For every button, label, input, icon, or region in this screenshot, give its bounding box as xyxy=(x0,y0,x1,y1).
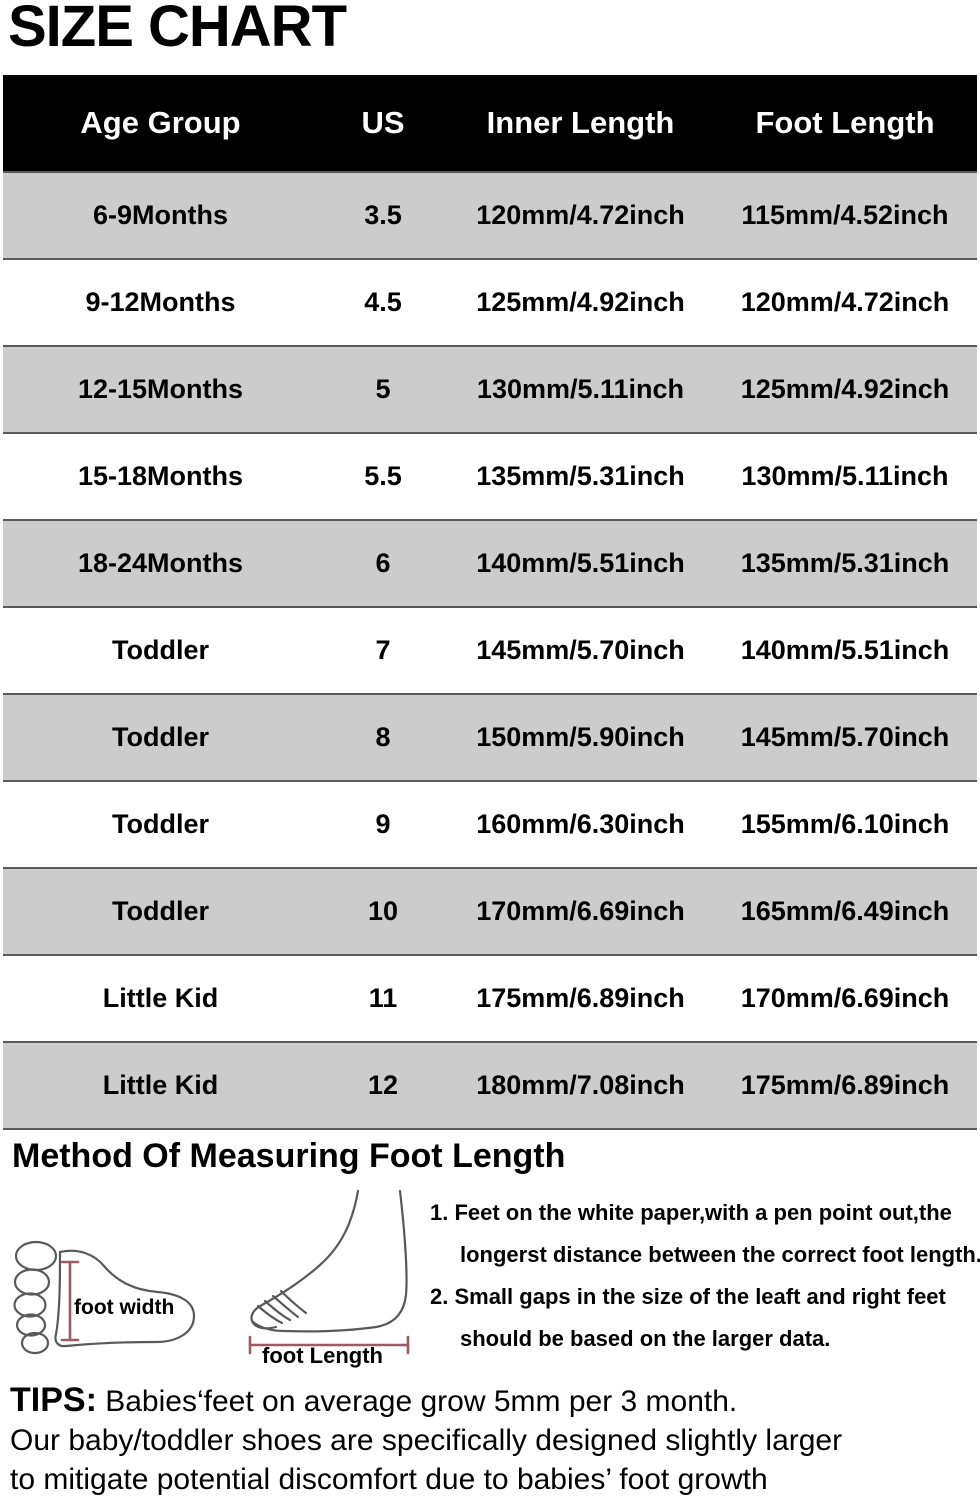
cell-us: 6 xyxy=(318,519,448,608)
tips-line-1: TIPS: Babies‘feet on average grow 5mm pe… xyxy=(10,1381,970,1421)
foot-top-view-diagram xyxy=(13,1240,196,1355)
foot-length-caption: foot Length xyxy=(262,1343,383,1368)
column-header-age-group: Age Group xyxy=(3,75,318,172)
cell-foot-length: 140mm/5.51inch xyxy=(713,606,977,695)
cell-foot-length: 155mm/6.10inch xyxy=(713,780,977,869)
table-row: 15-18Months 5.5 135mm/5.31inch 130mm/5.11in… xyxy=(3,432,977,521)
cell-age-group: Little Kid xyxy=(3,1041,318,1130)
cell-age-group: Toddler xyxy=(3,693,318,782)
instruction-line-1-cont: longerst distance between the correct fo… xyxy=(460,1242,980,1267)
cell-us: 7 xyxy=(318,606,448,695)
tips-label: TIPS: xyxy=(10,1381,97,1419)
table-header-row: Age Group US Inner Length Foot Length xyxy=(3,75,977,172)
cell-us: 10 xyxy=(318,867,448,956)
cell-age-group: 6-9Months xyxy=(3,171,318,260)
cell-inner-length: 125mm/4.92inch xyxy=(448,258,713,347)
cell-age-group: 18-24Months xyxy=(3,519,318,608)
method-heading: Method Of Measuring Foot Length xyxy=(12,1137,566,1175)
cell-us: 3.5 xyxy=(318,171,448,260)
tips-line-2: Our baby/toddler shoes are specifically … xyxy=(10,1424,843,1457)
foot-width-measure-line xyxy=(60,1260,80,1342)
cell-us: 8 xyxy=(318,693,448,782)
column-header-us: US xyxy=(318,75,448,172)
cell-age-group: 9-12Months xyxy=(3,258,318,347)
cell-inner-length: 145mm/5.70inch xyxy=(448,606,713,695)
table-row: Toddler 7 145mm/5.70inch 140mm/5.51inch xyxy=(3,606,977,695)
table-row: Toddler 9 160mm/6.30inch 155mm/6.10inch xyxy=(3,780,977,869)
cell-inner-length: 130mm/5.11inch xyxy=(448,345,713,434)
column-header-foot-length: Foot Length xyxy=(713,75,977,172)
foot-width-caption: foot width xyxy=(74,1296,175,1319)
cell-age-group: Toddler xyxy=(3,606,318,695)
table-row: 12-15Months 5 130mm/5.11inch 125mm/4.92inch xyxy=(3,345,977,434)
cell-age-group: 15-18Months xyxy=(3,432,318,521)
cell-inner-length: 180mm/7.08inch xyxy=(448,1041,713,1130)
instruction-line-2-cont: should be based on the larger data. xyxy=(460,1326,831,1351)
cell-inner-length: 120mm/4.72inch xyxy=(448,171,713,260)
cell-inner-length: 170mm/6.69inch xyxy=(448,867,713,956)
instruction-line-2: 2. Small gaps in the size of the leaft a… xyxy=(430,1284,946,1309)
cell-inner-length: 150mm/5.90inch xyxy=(448,693,713,782)
table-row: Toddler 10 170mm/6.69inch 165mm/6.49inch xyxy=(3,867,977,956)
cell-age-group: Little Kid xyxy=(3,954,318,1043)
cell-foot-length: 145mm/5.70inch xyxy=(713,693,977,782)
table-body: 6-9Months 3.5 120mm/4.72inch 115mm/4.52inch… xyxy=(3,171,977,1130)
cell-inner-length: 135mm/5.31inch xyxy=(448,432,713,521)
instruction-line-1: 1. Feet on the white paper,with a pen po… xyxy=(430,1200,952,1225)
tips-section: TIPS: Babies‘feet on average grow 5mm pe… xyxy=(10,1381,970,1499)
cell-foot-length: 170mm/6.69inch xyxy=(713,954,977,1043)
measurement-diagrams xyxy=(0,1185,430,1370)
tips-line-1-text: Babies‘feet on average grow 5mm per 3 mo… xyxy=(96,1385,738,1418)
cell-inner-length: 160mm/6.30inch xyxy=(448,780,713,869)
cell-age-group: 12-15Months xyxy=(3,345,318,434)
tips-line-3: to mitigate potential discomfort due to … xyxy=(10,1463,768,1496)
cell-inner-length: 175mm/6.89inch xyxy=(448,954,713,1043)
cell-foot-length: 115mm/4.52inch xyxy=(713,171,977,260)
cell-us: 11 xyxy=(318,954,448,1043)
foot-side-view-diagram xyxy=(248,1189,410,1355)
cell-inner-length: 140mm/5.51inch xyxy=(448,519,713,608)
cell-us: 5 xyxy=(318,345,448,434)
cell-foot-length: 135mm/5.31inch xyxy=(713,519,977,608)
page-title: SIZE CHART xyxy=(8,0,347,59)
cell-foot-length: 120mm/4.72inch xyxy=(713,258,977,347)
size-chart-table: Age Group US Inner Length Foot Length 6-… xyxy=(3,75,977,1130)
cell-us: 9 xyxy=(318,780,448,869)
table-header: Age Group US Inner Length Foot Length xyxy=(3,75,977,172)
cell-age-group: Toddler xyxy=(3,867,318,956)
cell-age-group: Toddler xyxy=(3,780,318,869)
table-row: Toddler 8 150mm/5.90inch 145mm/5.70inch xyxy=(3,693,977,782)
cell-us: 12 xyxy=(318,1041,448,1130)
table-row: 6-9Months 3.5 120mm/4.72inch 115mm/4.52inch xyxy=(3,171,977,260)
cell-foot-length: 125mm/4.92inch xyxy=(713,345,977,434)
cell-us: 5.5 xyxy=(318,432,448,521)
table-row: Little Kid 12 180mm/7.08inch 175mm/6.89inch xyxy=(3,1041,977,1130)
table-row: 18-24Months 6 140mm/5.51inch 135mm/5.31inch xyxy=(3,519,977,608)
measuring-instructions: 1. Feet on the white paper,with a pen po… xyxy=(430,1192,980,1360)
table-row: Little Kid 11 175mm/6.89inch 170mm/6.69inch xyxy=(3,954,977,1043)
cell-foot-length: 165mm/6.49inch xyxy=(713,867,977,956)
table-row: 9-12Months 4.5 125mm/4.92inch 120mm/4.72inc… xyxy=(3,258,977,347)
column-header-inner-length: Inner Length xyxy=(448,75,713,172)
cell-foot-length: 175mm/6.89inch xyxy=(713,1041,977,1130)
foot-length-measure-line xyxy=(248,1335,410,1355)
cell-foot-length: 130mm/5.11inch xyxy=(713,432,977,521)
cell-us: 4.5 xyxy=(318,258,448,347)
